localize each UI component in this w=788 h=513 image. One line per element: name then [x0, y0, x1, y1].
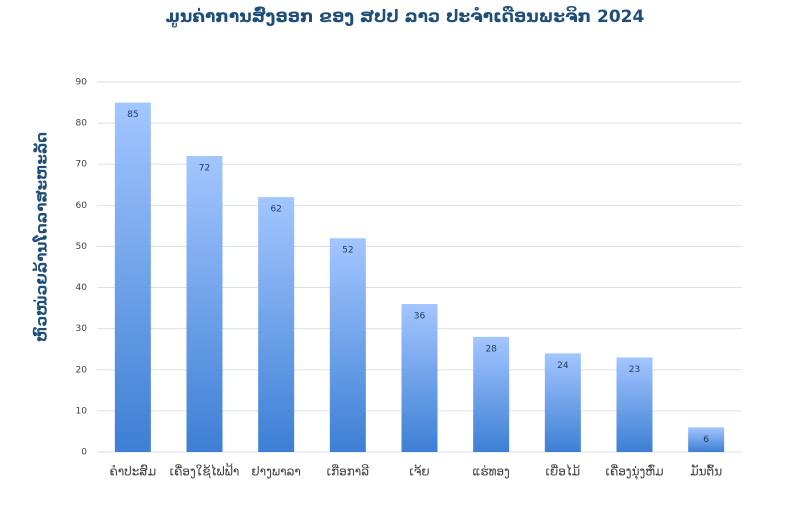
x-tick-label: ແຮ່ທອງ — [472, 464, 509, 478]
y-tick-label: 40 — [76, 283, 88, 293]
x-tick-label: ເຄື່ອງນຸ່ງຫົ່ມ — [605, 463, 663, 480]
y-tick-label: 30 — [76, 324, 88, 334]
bar — [544, 353, 581, 452]
x-tick-label: ເຄື່ອງໃຊ້ໄຟຟ້າ — [170, 462, 240, 478]
x-tick-label: ເຍື່ອໄມ້ — [545, 463, 580, 478]
data-label: 24 — [557, 361, 569, 371]
x-tick-label: ເຈ້ຍ — [409, 463, 429, 478]
data-label: 85 — [127, 110, 138, 120]
y-tick-label: 70 — [76, 160, 88, 170]
y-tick-label: 10 — [76, 406, 88, 416]
y-tick-label: 20 — [76, 365, 88, 375]
y-tick-label: 60 — [76, 201, 88, 211]
bar — [114, 102, 151, 453]
bar — [473, 336, 510, 452]
y-tick-label: 80 — [76, 119, 88, 129]
bar — [616, 357, 653, 452]
data-label: 28 — [485, 344, 497, 354]
y-tick-label: 50 — [76, 242, 88, 252]
y-tick-label: 90 — [76, 78, 88, 88]
bar — [258, 197, 295, 452]
x-tick-label: ເກືອກາລີ — [327, 463, 369, 478]
y-tick-label: 0 — [81, 448, 87, 458]
data-label: 36 — [414, 312, 426, 322]
x-tick-label: ຢາງພາລາ — [251, 465, 300, 479]
bar — [688, 427, 725, 452]
x-tick-label: ຄຳປະສົມ — [109, 464, 156, 478]
data-label: 52 — [342, 246, 353, 256]
bar — [186, 156, 223, 452]
chart-title: ມູນຄ່າການສົ່ງອອກ ຂອງ ສປປ ລາວ ປະຈຳເດືອນພະ… — [166, 5, 645, 28]
data-label: 6 — [703, 435, 709, 445]
bar — [401, 304, 438, 452]
data-label: 72 — [199, 164, 210, 174]
data-label: 23 — [629, 365, 640, 375]
y-axis-label: ຫົວໜ່ວຍລ້ານໂດລາສະຫະລັດ — [32, 132, 51, 342]
bar — [329, 238, 366, 452]
data-label: 62 — [270, 205, 281, 215]
x-tick-label: ມັນຕົ້ນ — [690, 464, 722, 479]
